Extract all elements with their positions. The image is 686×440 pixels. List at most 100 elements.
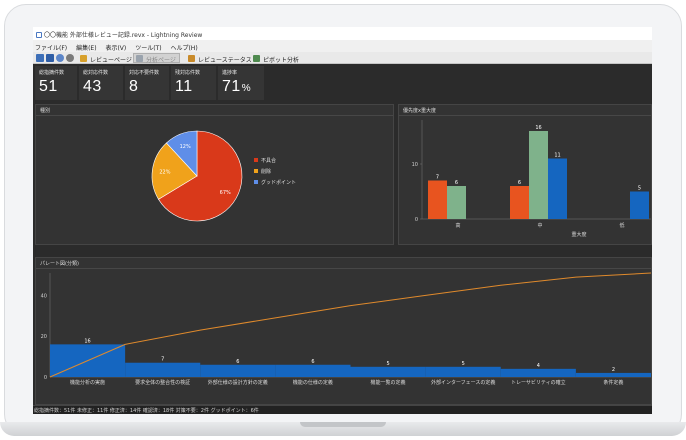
x-axis-title: 重大度 — [571, 231, 586, 238]
bar-value-label: 5 — [638, 186, 641, 192]
pareto-category-label: 外部インターフェースの定義 — [431, 379, 495, 386]
bar-value-label: 7 — [436, 175, 439, 181]
bar-0-0 — [428, 180, 447, 219]
pie-slice-label: 67% — [220, 190, 231, 196]
stat-label: 対応不要件数 — [129, 70, 160, 76]
pareto-value-label: 7 — [161, 357, 164, 363]
stat-label: 総指摘件数 — [39, 70, 65, 76]
laptop-base — [0, 408, 686, 440]
pivot-analysis-button[interactable]: ピボット分析 — [250, 53, 303, 64]
pareto-category-label: 要求全体の整合性の検証 — [135, 379, 190, 386]
pareto-bar-2 — [200, 364, 276, 377]
app-icon — [36, 32, 42, 38]
pie-slice-label: 22% — [159, 169, 170, 175]
stat-label: 総対応件数 — [83, 70, 109, 76]
pie-panel-title: 種別 — [40, 108, 51, 114]
stat-label: 進捗率 — [222, 70, 238, 76]
pie-slice-1 — [151, 142, 198, 200]
stat-value: 51 — [39, 78, 58, 95]
bar-value-label: 6 — [518, 180, 521, 186]
menu-file[interactable]: ファイル(F) — [35, 45, 68, 52]
pareto-value-label: 4 — [537, 363, 540, 369]
legend-label: 不具合 — [261, 157, 276, 164]
pareto-chart: 0 20 40 16 機能分析の実施 7 要求全体の整合性の検証 6 外部仕様の設計方針の定義 6… — [41, 272, 651, 386]
chart-icon — [136, 55, 143, 62]
document-icon — [80, 55, 87, 62]
pareto-bar-1 — [125, 362, 201, 377]
pareto-value-label: 6 — [311, 359, 314, 365]
bar-2-2 — [630, 191, 649, 219]
bar-1-2 — [548, 158, 567, 219]
legend-swatch-1 — [254, 169, 258, 173]
status-icon — [188, 55, 195, 62]
pareto-chart-panel: パレート図(分類) 0 20 40 16 機能分析の実施 7 要求全体の整合性の検証 6 外部仕… — [35, 257, 652, 405]
y-tick-label: 10 — [412, 162, 418, 168]
review-status-button[interactable]: レビューステータス — [185, 53, 256, 64]
pareto-bar-4 — [350, 366, 426, 377]
status-bar: 総指摘件数：51件 未修正：11件 修正済：14件 確認済：18件 対策不要：2… — [33, 405, 652, 414]
legend-swatch-2 — [254, 180, 258, 184]
menu-bar: ファイル(F) 編集(E) 表示(V) ツール(T) ヘルプ(H) — [33, 40, 652, 52]
analysis-page-button[interactable]: 分析ページ — [133, 53, 180, 64]
y-tick-label: 0 — [415, 217, 418, 223]
pareto-value-label: 16 — [84, 338, 90, 344]
pie-slice-label: 12% — [180, 144, 191, 150]
stat-total-comments: 総指摘件数 51 — [35, 66, 77, 100]
pareto-value-label: 5 — [462, 361, 465, 367]
pareto-panel-title: パレート図(分類) — [40, 261, 79, 267]
stats-row: 総指摘件数 51 総対応件数 43 対応不要件数 8 残対応件数 11 進捗率 … — [33, 64, 652, 102]
window-title: 〇〇機能 外部仕様レビュー記録.revx - Lightning Review — [44, 32, 203, 39]
pareto-value-label: 6 — [236, 359, 239, 365]
title-bar: 〇〇機能 外部仕様レビュー記録.revx - Lightning Review — [33, 27, 652, 40]
legend-label: 削除 — [261, 168, 271, 175]
pareto-category-label: トレーサビリティの確立 — [511, 379, 566, 386]
stat-value: 8 — [129, 78, 139, 95]
bar-chart-panel: 優先度x重大度 0 10 7 6 高 6 16 11 中 5 低重大度 — [398, 104, 652, 245]
pivot-icon — [253, 55, 260, 62]
app-window: 〇〇機能 外部仕様レビュー記録.revx - Lightning Review … — [33, 27, 652, 414]
y-tick-label: 20 — [41, 334, 47, 340]
bar-value-label: 16 — [535, 125, 541, 131]
stat-label: 残対応件数 — [175, 70, 201, 76]
pie-slice-0 — [158, 130, 243, 222]
legend-label: グッドポイント — [261, 179, 296, 186]
menu-edit[interactable]: 編集(E) — [76, 45, 97, 52]
stat-progress: 進捗率 71% — [218, 66, 264, 100]
x-category-label: 低 — [619, 222, 624, 229]
menu-view[interactable]: 表示(V) — [105, 45, 127, 52]
pareto-category-label: 機能の仕様の定義 — [293, 379, 333, 386]
save-icon[interactable] — [46, 54, 54, 62]
stat-not-required: 対応不要件数 8 — [125, 66, 169, 100]
status-text: 総指摘件数：51件 未修正：11件 修正済：14件 確認済：18件 対策不要：2… — [34, 408, 259, 414]
pareto-bar-3 — [275, 364, 351, 377]
pareto-category-label: 機能分析の実施 — [70, 379, 105, 386]
pareto-bar-7 — [575, 372, 651, 377]
bar-1-1 — [529, 131, 548, 219]
pie-chart-panel: 種別 67% 22% 12% 不具合削除グッドポイント — [35, 104, 394, 245]
y-tick-label: 0 — [44, 375, 47, 381]
legend-swatch-0 — [254, 158, 258, 162]
pareto-category-label: 外部仕様の設計方針の定義 — [208, 379, 268, 386]
bar-1-0 — [510, 186, 529, 219]
help-icon[interactable] — [56, 54, 64, 62]
new-file-icon[interactable] — [36, 54, 44, 62]
bar-value-label: 11 — [554, 153, 560, 159]
menu-help[interactable]: ヘルプ(H) — [170, 45, 198, 52]
review-page-button[interactable]: レビューページ — [77, 53, 136, 64]
bar-value-label: 6 — [455, 180, 458, 186]
menu-tools[interactable]: ツール(T) — [135, 45, 162, 52]
pareto-category-label: 条件定義 — [603, 379, 623, 386]
toolbar: レビューページ 分析ページ レビューステータス ピボット分析 — [33, 52, 652, 64]
x-category-label: 中 — [537, 222, 542, 229]
cumulative-line — [49, 272, 651, 378]
settings-icon[interactable] — [66, 54, 74, 62]
pareto-value-label: 5 — [386, 361, 389, 367]
bar-panel-title: 優先度x重大度 — [403, 108, 436, 114]
y-tick-label: 40 — [41, 293, 47, 299]
stat-value: 11 — [175, 78, 193, 95]
pareto-category-label: 機能一覧の定義 — [371, 379, 406, 386]
pareto-bar-6 — [500, 368, 576, 377]
stat-value: 43 — [83, 78, 102, 95]
pie-slice-2 — [166, 130, 198, 177]
